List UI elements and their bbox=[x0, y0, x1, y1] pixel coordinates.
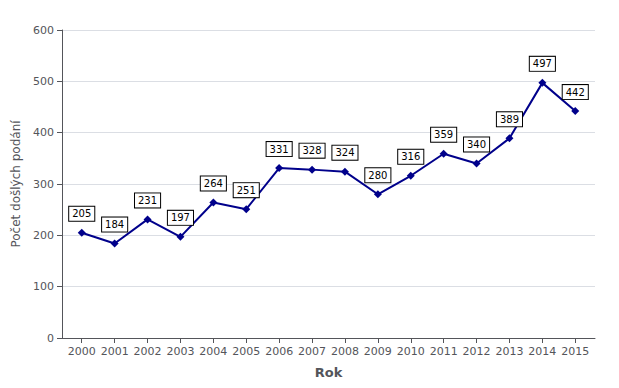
svg-text:328: 328 bbox=[303, 145, 322, 156]
svg-text:2012: 2012 bbox=[463, 345, 491, 358]
svg-text:2013: 2013 bbox=[495, 345, 523, 358]
svg-text:2009: 2009 bbox=[364, 345, 392, 358]
svg-text:264: 264 bbox=[204, 178, 223, 189]
svg-text:231: 231 bbox=[138, 195, 157, 206]
svg-text:2014: 2014 bbox=[528, 345, 556, 358]
svg-text:300: 300 bbox=[33, 178, 54, 191]
svg-text:2011: 2011 bbox=[430, 345, 458, 358]
svg-text:2002: 2002 bbox=[134, 345, 162, 358]
svg-text:442: 442 bbox=[566, 87, 585, 98]
svg-text:324: 324 bbox=[335, 147, 354, 158]
svg-text:316: 316 bbox=[401, 151, 420, 162]
svg-text:2006: 2006 bbox=[265, 345, 293, 358]
svg-text:Počet došlých podání: Počet došlých podání bbox=[9, 120, 23, 248]
svg-text:Rok: Rok bbox=[315, 365, 343, 380]
svg-text:0: 0 bbox=[47, 332, 54, 345]
svg-text:600: 600 bbox=[33, 24, 54, 37]
svg-text:2004: 2004 bbox=[199, 345, 227, 358]
svg-text:340: 340 bbox=[467, 139, 486, 150]
svg-text:184: 184 bbox=[105, 219, 124, 230]
svg-text:2015: 2015 bbox=[561, 345, 589, 358]
svg-text:2008: 2008 bbox=[331, 345, 359, 358]
svg-text:331: 331 bbox=[270, 144, 289, 155]
svg-text:2000: 2000 bbox=[68, 345, 96, 358]
svg-text:2005: 2005 bbox=[232, 345, 260, 358]
svg-text:100: 100 bbox=[33, 280, 54, 293]
svg-text:500: 500 bbox=[33, 75, 54, 88]
svg-text:2007: 2007 bbox=[298, 345, 326, 358]
svg-text:280: 280 bbox=[368, 170, 387, 181]
svg-text:2010: 2010 bbox=[397, 345, 425, 358]
svg-text:205: 205 bbox=[72, 208, 91, 219]
svg-text:400: 400 bbox=[33, 126, 54, 139]
svg-text:2003: 2003 bbox=[166, 345, 194, 358]
svg-text:497: 497 bbox=[533, 58, 552, 69]
svg-text:359: 359 bbox=[434, 129, 453, 140]
svg-text:2001: 2001 bbox=[101, 345, 129, 358]
svg-text:200: 200 bbox=[33, 229, 54, 242]
svg-text:251: 251 bbox=[237, 185, 256, 196]
svg-text:197: 197 bbox=[171, 212, 190, 223]
svg-text:389: 389 bbox=[500, 114, 519, 125]
